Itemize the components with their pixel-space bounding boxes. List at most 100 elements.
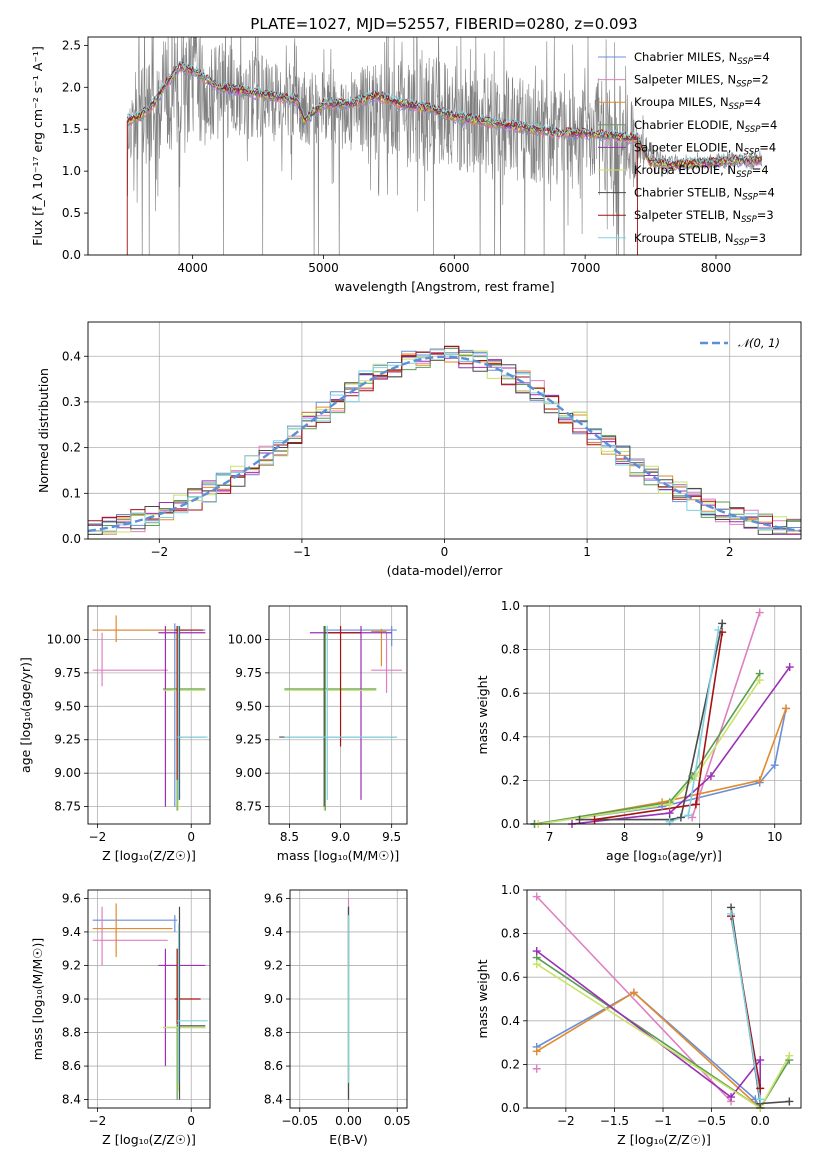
x-tick-label: 6000 [439,261,470,275]
weight-marker [658,798,667,807]
weight-marker [785,1097,794,1106]
weight-marker [532,1047,541,1056]
weight-marker [684,811,693,820]
plot-area-residuals [88,345,801,535]
weight-marker [575,815,584,824]
y-tick-label: 0.4 [501,1014,520,1028]
weight-line [536,991,761,1108]
x-tick-label: −2 [150,545,168,559]
y-tick-label: 9.6 [264,891,283,905]
y-tick-label: 10.00 [228,632,262,646]
x-tick-label: −2 [557,1114,575,1128]
x-tick-label: −0.5 [697,1114,726,1128]
y-axis-label: mass [log₁₀(M/M☉)] [30,938,45,1060]
y-tick-label: 0.3 [62,395,81,409]
y-axis-label: Normed distribution [36,368,51,493]
weight-line [536,963,790,1108]
weight-marker [691,800,700,809]
weight-marker [785,1051,794,1060]
weight-marker [756,1084,765,1093]
y-tick-label: 2.5 [62,38,81,52]
weight-marker [714,625,723,634]
weight-marker [756,1095,765,1104]
y-tick-label: 9.75 [54,666,81,680]
y-axis-label: mass weight [475,675,490,754]
figure-title: PLATE=1027, MJD=52557, FIBERID=0280, z=0… [250,15,637,33]
plot-area-weight_vs_age [534,612,791,824]
axes-frame [87,36,802,256]
plot-area-mass_vs_Z [92,903,208,1100]
plot-area-spectrum [126,37,763,255]
y-tick-label: 9.50 [235,699,262,713]
y-tick-label: 9.0 [62,992,81,1006]
y-tick-label: 0.0 [62,248,81,262]
weight-marker [532,1064,541,1073]
x-axis-label: Z [log₁₀(Z/Z☉)] [102,848,196,863]
y-tick-label: 2.0 [62,80,81,94]
y-tick-label: 9.0 [264,992,283,1006]
weight-marker [755,776,764,785]
x-tick-label: 9 [696,830,704,844]
weight-line [536,950,761,1108]
y-tick-label: 0.1 [62,486,81,500]
axes-frame [289,889,408,1109]
y-tick-label: 9.25 [235,733,262,747]
y-tick-label: 8.6 [62,1059,81,1073]
legend-entry: Kroupa MILES, NSSP=4 [634,95,761,112]
y-tick-label: 8.8 [62,1026,81,1040]
weight-marker [676,813,685,822]
legend-entry: Kroupa STELIB, NSSP=3 [634,231,766,248]
y-tick-label: 0.4 [62,349,81,363]
x-tick-label: 0.0 [751,1114,770,1128]
axes-frame [87,605,211,825]
panel-weight_vs_age: 7 8 9 10 0.0 0.2 0.4 0.6 0.8 1.0 age [log₁₀(age/yr… [475,599,802,863]
weight-marker [727,1093,736,1102]
legend-entry: Chabrier ELODIE, NSSP=4 [634,118,777,135]
y-tick-label: 0.6 [501,686,520,700]
y-tick-label: 9.6 [62,891,81,905]
legend: Chabrier MILES, NSSP=4 Salpeter MILES, NS… [598,50,777,248]
x-tick-label: −2 [89,1114,107,1128]
x-tick-label: 10 [767,830,782,844]
y-tick-label: 1.0 [501,883,520,897]
y-tick-label: 8.4 [264,1093,283,1107]
weight-marker [756,1056,765,1065]
y-tick-label: 9.4 [62,925,81,939]
y-tick-label: 0.4 [501,730,520,744]
x-tick-label: 0.00 [335,1114,362,1128]
plot-area-age_vs_Z [92,615,208,811]
y-tick-label: 8.8 [264,1026,283,1040]
y-axis-label: Flux [f_λ 10⁻¹⁷ erg cm⁻² s⁻¹ A⁻¹] [30,46,45,246]
y-tick-label: 9.4 [264,925,283,939]
model-spectrum [126,60,762,165]
axes-frame [87,889,211,1109]
y-tick-label: 8.6 [264,1059,283,1073]
y-tick-label: 8.4 [62,1093,81,1107]
legend-entry: Chabrier STELIB, NSSP=4 [634,186,775,203]
panel-weight_vs_Z: −2 −1.5 −1 −0.5 0.0 0.0 0.2 0.4 0.6 0.8 1.0 Z [log₁… [475,883,802,1147]
x-tick-label: 7000 [570,261,601,275]
y-tick-label: 1.5 [62,122,81,136]
x-tick-label: 8.5 [280,830,299,844]
legend-entry: 𝒩(0, 1) [738,336,780,350]
y-tick-label: 0.0 [501,1101,520,1115]
weight-marker [770,761,779,770]
y-tick-label: 9.50 [54,699,81,713]
x-tick-label: 5000 [308,261,339,275]
x-tick-label: 8000 [701,261,732,275]
x-tick-label: 7 [546,830,554,844]
weight-marker [532,947,541,956]
axes-frame [526,889,802,1109]
y-tick-label: 0.6 [501,970,520,984]
weight-marker [727,909,736,918]
x-tick-label: 0.05 [384,1114,411,1128]
weight-line [579,623,723,821]
y-tick-label: 0.2 [62,441,81,455]
weight-line [534,673,761,824]
x-tick-label: −1.5 [600,1114,629,1128]
y-tick-label: 9.2 [62,958,81,972]
x-tick-label: 1 [583,545,591,559]
y-axis-label: mass weight [475,959,490,1038]
y-tick-label: 8.75 [235,800,262,814]
model-spectrum [126,66,763,171]
